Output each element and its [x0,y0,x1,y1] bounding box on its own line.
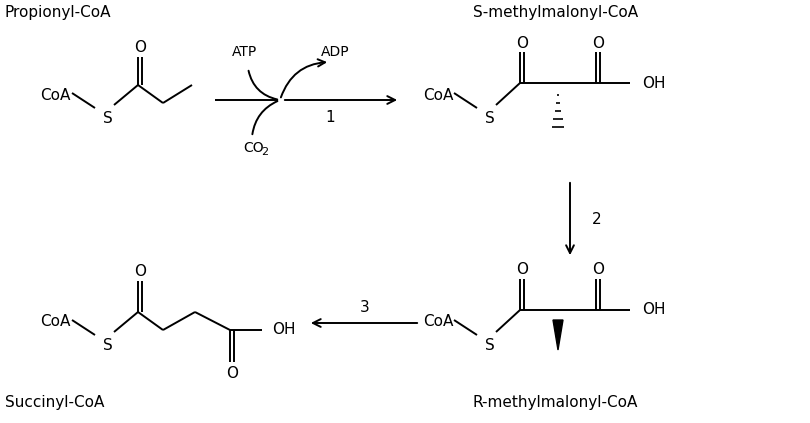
Text: Succinyl-CoA: Succinyl-CoA [5,395,104,410]
Text: S-methylmalonyl-CoA: S-methylmalonyl-CoA [473,5,638,20]
Text: CoA: CoA [40,314,70,330]
Text: O: O [226,365,238,381]
Text: OH: OH [642,302,666,318]
Text: CO: CO [243,141,263,155]
Text: OH: OH [642,75,666,91]
Text: ADP: ADP [321,45,349,59]
Text: S: S [103,111,113,126]
Text: O: O [516,36,528,50]
Text: O: O [134,264,146,280]
Text: S: S [103,338,113,353]
Polygon shape [553,320,563,350]
Text: S: S [485,111,495,126]
Text: 2: 2 [262,147,269,157]
Text: O: O [134,39,146,55]
Text: R-methylmalonyl-CoA: R-methylmalonyl-CoA [473,395,638,410]
Text: 2: 2 [592,212,602,228]
Text: CoA: CoA [423,88,454,102]
Text: Propionyl-CoA: Propionyl-CoA [5,5,112,20]
Text: O: O [592,263,604,277]
Text: 1: 1 [325,110,335,126]
Text: CoA: CoA [423,314,454,330]
Text: 3: 3 [360,300,370,316]
Text: ATP: ATP [232,45,258,59]
Text: CoA: CoA [40,88,70,102]
Text: O: O [516,263,528,277]
Text: O: O [592,36,604,50]
Text: OH: OH [272,322,296,338]
Text: S: S [485,338,495,353]
